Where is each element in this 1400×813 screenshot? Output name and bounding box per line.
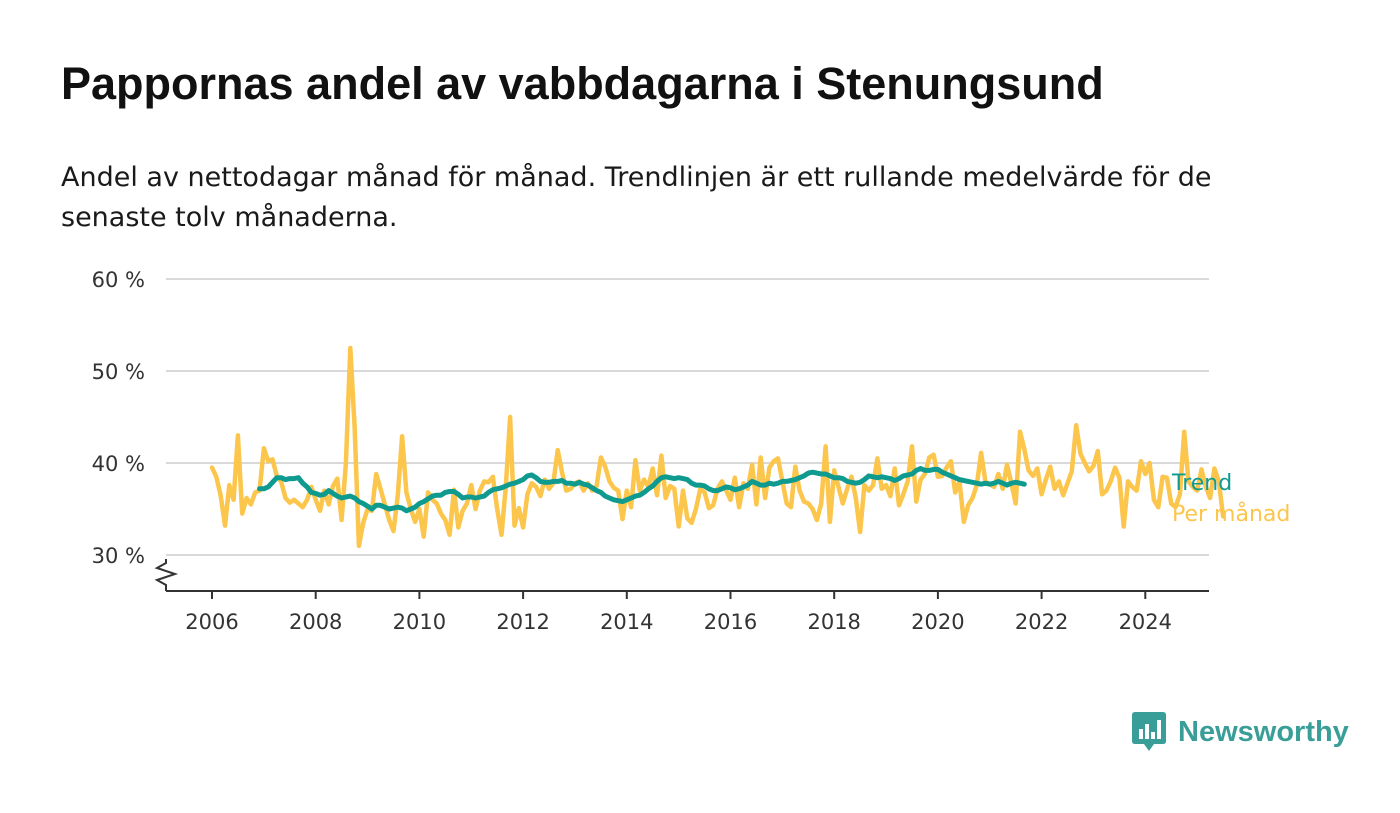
series-labels: Per månad Trend (1171, 471, 1290, 527)
chart-subtitle: Andel av nettodagar månad för månad. Tre… (61, 162, 1212, 233)
gridlines (166, 278, 1209, 556)
y-axis-tick-labels: 30 % 40 % 50 % 60 % (92, 268, 145, 568)
x-axis-tick-labels: 2006 2008 2010 2012 2014 2016 2018 2020 2022 2024 (185, 591, 1172, 634)
per-manad-line (209, 345, 1226, 549)
x-tick-label-2020: 2020 (911, 610, 964, 634)
x-tick-label-2010: 2010 (393, 610, 446, 634)
x-tick-label-2016: 2016 (704, 610, 757, 634)
axis-break-icon (154, 559, 179, 591)
newsworthy-brand[interactable]: Newsworthy (1132, 712, 1349, 752)
y-tick-label-60: 60 % (92, 268, 145, 292)
series-label-per-manad: Per månad (1172, 501, 1290, 527)
trend-line (257, 466, 1027, 514)
x-tick-label-2018: 2018 (807, 610, 860, 634)
newsworthy-brand-name: Newsworthy (1178, 715, 1349, 748)
x-tick-label-2012: 2012 (496, 610, 549, 634)
series-label-trend: Trend (1171, 471, 1232, 496)
x-tick-label-2014: 2014 (600, 610, 653, 634)
y-tick-label-40: 40 % (92, 452, 145, 476)
x-axis (154, 559, 1209, 592)
y-tick-label-50: 50 % (92, 360, 145, 384)
x-tick-label-2022: 2022 (1015, 610, 1068, 634)
x-tick-label-2008: 2008 (289, 610, 342, 634)
x-tick-label-2006: 2006 (185, 610, 238, 634)
chart-title: Pappornas andel av vabbdagarna i Stenung… (61, 58, 1104, 109)
series-lines (209, 345, 1226, 549)
newsworthy-logo-icon (1132, 712, 1166, 751)
x-tick-label-2024: 2024 (1119, 610, 1172, 634)
y-tick-label-30: 30 % (92, 544, 145, 568)
